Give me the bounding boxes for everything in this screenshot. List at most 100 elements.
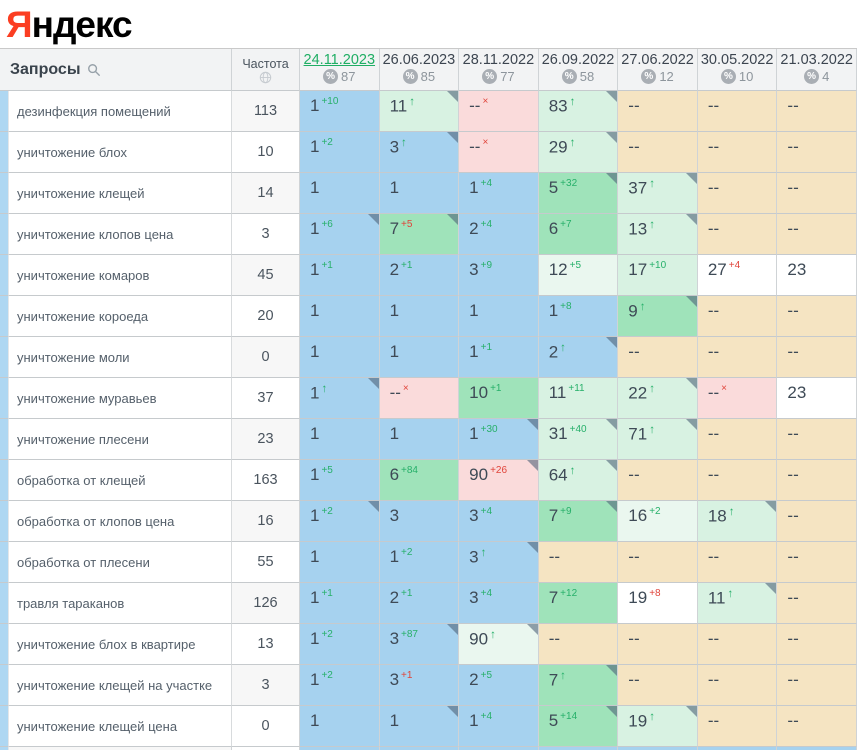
keyword-cell[interactable]: уничтожение блох в квартире: [9, 624, 232, 665]
position-cell[interactable]: --: [697, 665, 778, 706]
position-cell[interactable]: 1 +2: [300, 665, 380, 706]
position-cell[interactable]: 12 +5: [538, 255, 619, 296]
row-select-strip[interactable]: [0, 706, 9, 747]
position-cell[interactable]: --: [777, 460, 857, 501]
date-column-header[interactable]: 30.05.2022% 10: [697, 49, 778, 91]
position-cell[interactable]: --: [777, 173, 857, 214]
position-cell[interactable]: 1: [379, 419, 460, 460]
keyword-cell[interactable]: уничтожение комаров: [9, 255, 232, 296]
date-column-header[interactable]: 24.11.2023% 87: [300, 49, 380, 91]
row-select-strip[interactable]: [0, 91, 9, 132]
position-cell[interactable]: -- ×: [459, 132, 539, 173]
position-cell[interactable]: --: [777, 624, 857, 665]
position-cell[interactable]: --: [697, 214, 778, 255]
row-select-strip[interactable]: [0, 255, 9, 296]
keyword-cell[interactable]: обработка от плесени: [9, 542, 232, 583]
position-cell[interactable]: --: [777, 296, 857, 337]
position-cell[interactable]: 1 +5: [300, 460, 380, 501]
position-cell[interactable]: 3: [379, 501, 460, 542]
frequency-header[interactable]: Частота: [232, 49, 300, 91]
date-column-header[interactable]: 26.09.2022% 58: [538, 49, 619, 91]
position-cell[interactable]: 2 +1: [379, 255, 460, 296]
position-cell-with-note[interactable]: 1 +30: [459, 419, 539, 460]
queries-header[interactable]: Запросы: [0, 49, 232, 91]
date-label[interactable]: 26.06.2023: [382, 52, 456, 68]
row-select-strip[interactable]: [0, 337, 9, 378]
position-cell[interactable]: --: [697, 132, 778, 173]
position-cell[interactable]: 7 +12: [538, 583, 619, 624]
position-cell-with-note[interactable]: 90 ↑: [459, 624, 539, 665]
position-cell[interactable]: --: [697, 624, 778, 665]
position-cell[interactable]: --: [777, 337, 857, 378]
position-cell-with-note[interactable]: 11 ↑: [697, 583, 778, 624]
position-cell[interactable]: 3 +9: [459, 255, 539, 296]
position-cell[interactable]: 3 +4: [459, 583, 539, 624]
position-cell[interactable]: 1: [459, 296, 539, 337]
position-cell-with-note[interactable]: 3 ↑: [379, 132, 460, 173]
position-cell[interactable]: 1: [300, 419, 380, 460]
position-cell-with-note[interactable]: 9 ↑: [618, 296, 698, 337]
position-cell[interactable]: 16 +2: [618, 501, 698, 542]
row-select-strip[interactable]: [0, 624, 9, 665]
position-cell[interactable]: --: [777, 706, 857, 747]
position-cell[interactable]: --: [618, 460, 698, 501]
position-cell[interactable]: --: [697, 460, 778, 501]
keyword-cell[interactable]: уничтожение муравьев: [9, 378, 232, 419]
position-cell[interactable]: 1: [379, 296, 460, 337]
position-cell[interactable]: --: [538, 542, 619, 583]
position-cell[interactable]: --: [777, 501, 857, 542]
position-cell[interactable]: 10 +1: [459, 378, 539, 419]
row-select-strip[interactable]: [0, 173, 9, 214]
position-cell[interactable]: 3 +1: [379, 665, 460, 706]
keyword-cell[interactable]: уничтожение блох: [9, 132, 232, 173]
position-cell[interactable]: 1: [379, 173, 460, 214]
position-cell[interactable]: 1 +2: [300, 624, 380, 665]
date-column-header[interactable]: 26.06.2023% 85: [379, 49, 460, 91]
keyword-cell[interactable]: травля тараканов: [9, 583, 232, 624]
keyword-cell[interactable]: уничтожение короеда: [9, 296, 232, 337]
row-select-strip[interactable]: [0, 132, 9, 173]
position-cell[interactable]: --: [777, 214, 857, 255]
row-select-strip[interactable]: [0, 378, 9, 419]
position-cell-with-note[interactable]: 29 ↑: [538, 132, 619, 173]
date-label[interactable]: 21.03.2022: [780, 52, 853, 68]
date-column-header[interactable]: 28.11.2022% 77: [459, 49, 539, 91]
position-cell[interactable]: -- ×: [459, 91, 539, 132]
position-cell[interactable]: --: [777, 91, 857, 132]
position-cell[interactable]: 1 +2: [379, 542, 460, 583]
position-cell[interactable]: 2 +1: [379, 583, 460, 624]
date-column-header[interactable]: 21.03.2022% 4: [777, 49, 857, 91]
position-cell-with-note[interactable]: 22 ↑: [618, 378, 698, 419]
position-cell[interactable]: --: [618, 337, 698, 378]
row-select-strip[interactable]: [0, 665, 9, 706]
position-cell[interactable]: --: [777, 583, 857, 624]
position-cell-with-note[interactable]: 3 +87: [379, 624, 460, 665]
position-cell[interactable]: -- ×: [379, 378, 460, 419]
row-select-strip[interactable]: [0, 296, 9, 337]
position-cell-with-note[interactable]: 31 +40: [538, 419, 619, 460]
date-label[interactable]: 24.11.2023: [303, 52, 376, 68]
position-cell-with-note[interactable]: 37 ↑: [618, 173, 698, 214]
position-cell[interactable]: 1 +10: [300, 91, 380, 132]
position-cell[interactable]: 1: [300, 337, 380, 378]
position-cell-with-note[interactable]: 64 ↑: [538, 460, 619, 501]
position-cell[interactable]: --: [618, 624, 698, 665]
position-cell[interactable]: 2 +4: [459, 214, 539, 255]
position-cell[interactable]: --: [618, 91, 698, 132]
date-column-header[interactable]: 27.06.2022% 12: [618, 49, 698, 91]
position-cell-with-note[interactable]: 1: [379, 706, 460, 747]
position-cell-with-note[interactable]: 71 ↑: [618, 419, 698, 460]
search-icon[interactable]: [87, 63, 101, 77]
date-label[interactable]: 28.11.2022: [462, 52, 535, 68]
keyword-cell[interactable]: уничтожение клещей цена: [9, 706, 232, 747]
keyword-cell[interactable]: уничтожение моли: [9, 337, 232, 378]
position-cell[interactable]: 3 +4: [459, 501, 539, 542]
date-label[interactable]: 27.06.2022: [621, 52, 694, 68]
keyword-cell[interactable]: уничтожение плесени: [9, 419, 232, 460]
position-cell-with-note[interactable]: 83 ↑: [538, 91, 619, 132]
position-cell[interactable]: --: [777, 665, 857, 706]
position-cell-with-note[interactable]: 7 +9: [538, 501, 619, 542]
position-cell[interactable]: 11 +11: [538, 378, 619, 419]
keyword-cell[interactable]: обработка от клопов цена: [9, 501, 232, 542]
row-select-strip[interactable]: [0, 419, 9, 460]
